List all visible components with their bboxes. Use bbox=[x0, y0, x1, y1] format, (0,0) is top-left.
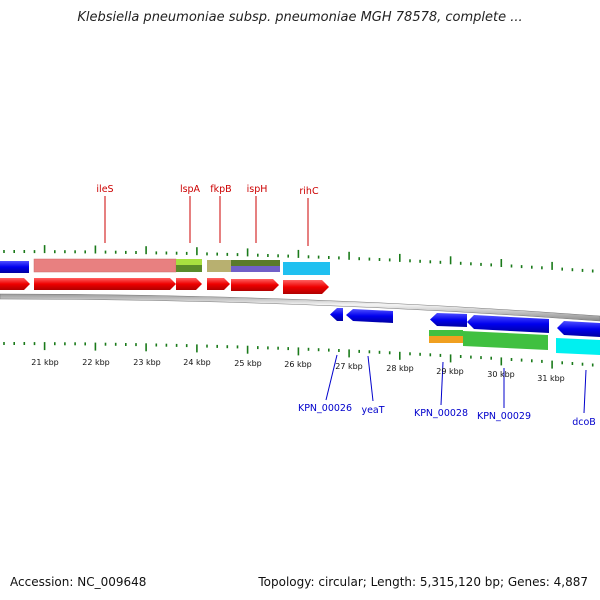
feature-rihC-gene[interactable] bbox=[283, 262, 330, 275]
feature-KPN_00028-gene[interactable] bbox=[429, 330, 463, 336]
cds-arrow[interactable] bbox=[231, 279, 279, 291]
feature-ileS-gene[interactable] bbox=[33, 258, 177, 273]
scale-label: 25 kbp bbox=[234, 359, 262, 368]
feature-KPN_00029-gene[interactable] bbox=[463, 331, 548, 350]
cds-arrow[interactable] bbox=[557, 321, 600, 337]
scale-label: 31 kbp bbox=[537, 374, 565, 383]
cds-arrow[interactable] bbox=[467, 315, 549, 333]
gene-labels-bottom: KPN_00026 yeaT KPN_00028 KPN_00029 dcoB bbox=[298, 403, 596, 428]
feature-blue-left[interactable] bbox=[0, 261, 29, 273]
cds-arrow[interactable] bbox=[0, 278, 30, 290]
gene-label-rihC[interactable]: rihC bbox=[299, 186, 319, 197]
cds-arrow[interactable] bbox=[330, 308, 343, 321]
scale-label: 24 kbp bbox=[183, 358, 211, 367]
map-title: Klebsiella pneumoniae subsp. pneumoniae … bbox=[77, 10, 523, 25]
scale-label: 27 kbp bbox=[335, 362, 363, 371]
feature-ispH-gene-lower[interactable] bbox=[231, 266, 280, 272]
feature-fkpB-gene[interactable] bbox=[207, 260, 231, 272]
cds-arrow[interactable] bbox=[346, 309, 393, 323]
cds-arrow[interactable] bbox=[207, 278, 230, 290]
gene-label-KPN_00029[interactable]: KPN_00029 bbox=[477, 411, 531, 422]
scale-label: 22 kbp bbox=[82, 358, 110, 367]
cds-arrow[interactable] bbox=[430, 313, 467, 327]
cds-arrow[interactable] bbox=[34, 278, 176, 290]
feature-track-outer bbox=[0, 258, 330, 275]
feature-track-inner bbox=[429, 330, 600, 355]
gene-label-fkpB[interactable]: fkpB bbox=[210, 184, 231, 195]
genome-backbone bbox=[0, 293, 600, 322]
feature-dcoB-gene[interactable] bbox=[556, 338, 600, 355]
scale-labels: 21 kbp 22 kbp 23 kbp 24 kbp 25 kbp 26 kb… bbox=[31, 358, 565, 383]
cds-arrow[interactable] bbox=[176, 278, 202, 290]
gene-label-KPN_00028[interactable]: KPN_00028 bbox=[414, 408, 468, 419]
feature-lspA-gene[interactable] bbox=[176, 259, 202, 265]
genome-summary-label: Topology: circular; Length: 5,315,120 bp… bbox=[258, 575, 588, 589]
feature-ispH-gene[interactable] bbox=[231, 260, 280, 266]
feature-lspA-gene-lower[interactable] bbox=[176, 265, 202, 272]
gene-label-KPN_00026[interactable]: KPN_00026 bbox=[298, 403, 352, 414]
scale-label: 28 kbp bbox=[386, 364, 414, 373]
tick-row-top bbox=[3, 245, 594, 273]
scale-label: 30 kbp bbox=[487, 370, 515, 379]
scale-label: 23 kbp bbox=[133, 358, 161, 367]
scale-label: 21 kbp bbox=[31, 358, 59, 367]
forward-strand-cds bbox=[0, 278, 329, 294]
label-connectors bbox=[104, 196, 587, 414]
gene-labels-top: ileS lspA fkpB ispH rihC bbox=[96, 184, 319, 197]
gene-label-ileS[interactable]: ileS bbox=[96, 184, 113, 195]
gene-label-ispH[interactable]: ispH bbox=[247, 184, 268, 195]
gene-label-lspA[interactable]: lspA bbox=[180, 184, 201, 195]
scale-label: 29 kbp bbox=[436, 367, 464, 376]
cds-arrow[interactable] bbox=[283, 280, 329, 294]
accession-label: Accession: NC_009648 bbox=[10, 575, 147, 589]
tick-row-bottom bbox=[3, 342, 594, 369]
reverse-strand-cds bbox=[330, 308, 600, 337]
gene-label-dcoB[interactable]: dcoB bbox=[572, 417, 596, 428]
gene-label-yeaT[interactable]: yeaT bbox=[361, 405, 384, 416]
scale-label: 26 kbp bbox=[284, 360, 312, 369]
feature-KPN_00028-gene-lower[interactable] bbox=[429, 336, 463, 343]
